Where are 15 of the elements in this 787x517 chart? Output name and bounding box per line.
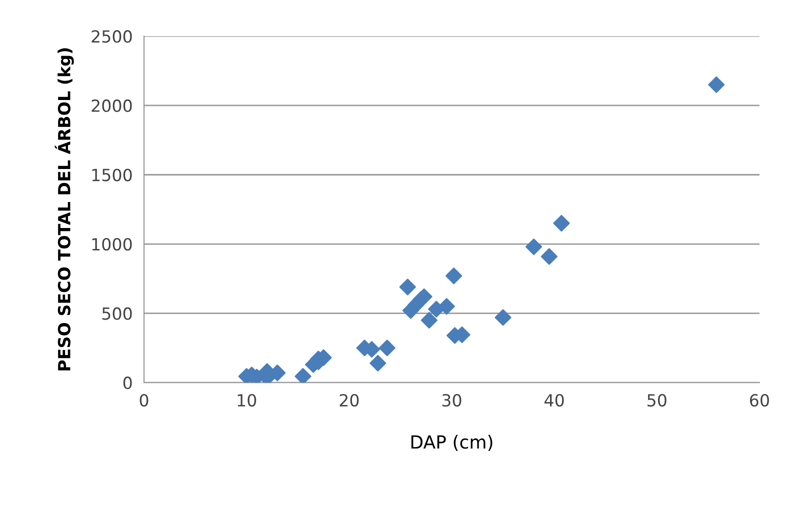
x-tick-label: 0 [140, 394, 148, 407]
y-tick-label: 0 [123, 376, 132, 390]
y-tick-label: 500 [102, 307, 132, 320]
x-tick-label: 30 [442, 394, 462, 407]
x-tick-label: 50 [648, 394, 666, 407]
x-tick-label: 10 [238, 394, 256, 407]
x-axis-title: DAP (cm) [411, 434, 492, 451]
y-tick-label: 2500 [92, 30, 132, 43]
x-tick-label: 40 [544, 394, 564, 407]
x-tick-label: 20 [340, 394, 359, 407]
y-tick-label: 2000 [92, 99, 132, 112]
x-tick-label: 60 [750, 394, 769, 407]
y-tick-label: 1000 [92, 238, 132, 251]
y-tick-label: 1500 [92, 168, 132, 182]
y-axis-title: PESO SECO TOTAL DEL ÁRBOL (kg) [54, 48, 74, 370]
